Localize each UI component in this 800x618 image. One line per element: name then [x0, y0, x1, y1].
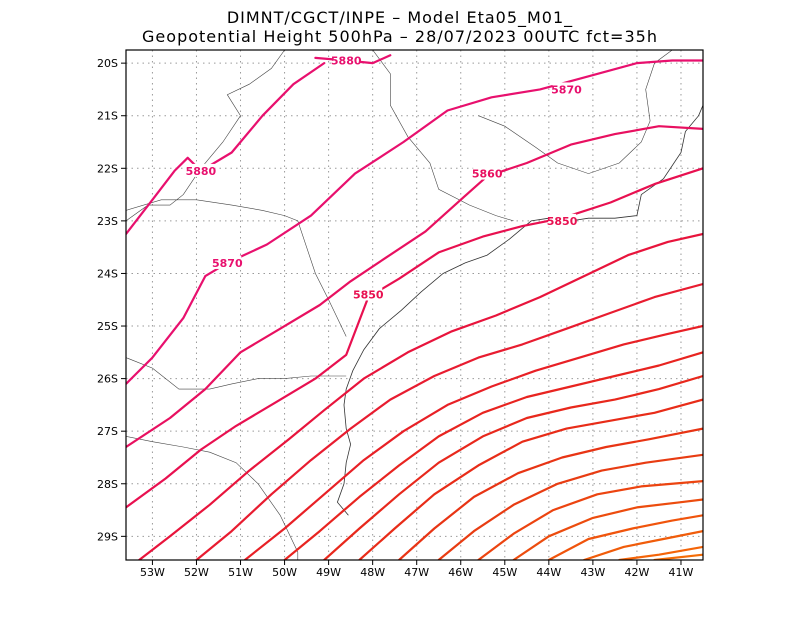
contour-5820	[243, 324, 703, 560]
contour-5770	[437, 453, 703, 560]
contour-label: 5850	[547, 215, 578, 228]
lon-tick-label: 49W	[316, 566, 341, 579]
lon-tick-label: 47W	[404, 566, 429, 579]
contour-5730	[583, 530, 703, 560]
lon-tick-label: 42W	[624, 566, 649, 579]
contour-label-bg	[473, 166, 502, 180]
lat-tick-label: 23S	[97, 215, 118, 228]
contour-label: 5870	[212, 257, 243, 270]
contour-5850	[126, 167, 703, 509]
state-border	[126, 357, 347, 390]
state-border	[478, 50, 673, 174]
lon-tick-label: 51W	[228, 566, 253, 579]
lon-tick-label: 50W	[272, 566, 297, 579]
lon-tick-label: 44W	[536, 566, 561, 579]
lat-tick-label: 29S	[97, 530, 118, 543]
lat-tick-label: 20S	[97, 57, 118, 70]
contour-5870	[126, 59, 703, 385]
state-border	[126, 50, 285, 222]
plot-frame	[125, 49, 704, 561]
contour-label-bg	[552, 82, 581, 96]
contour-5790	[358, 398, 703, 560]
geography	[126, 50, 703, 560]
contour-label: 5880	[331, 55, 362, 68]
lon-tick-label: 53W	[140, 566, 165, 579]
contour-label: 5860	[472, 168, 503, 181]
lon-tick-label: 46W	[448, 566, 473, 579]
contour-5880	[126, 62, 326, 236]
contour-5840	[138, 232, 703, 560]
state-border	[372, 50, 514, 222]
coastline	[336, 105, 703, 516]
lon-tick-label: 52W	[184, 566, 209, 579]
contour-label-bg	[354, 287, 383, 301]
contour-5750	[512, 498, 703, 560]
lat-tick-label: 28S	[97, 478, 118, 491]
title-line-1: DIMNT/CGCT/INPE – Model Eta05_M01_	[226, 8, 574, 27]
contour-5740	[547, 514, 703, 560]
contour-label: 5870	[551, 83, 582, 96]
contour-labels: 5880 5880 5870 5870 5860 5850 5850	[186, 53, 582, 301]
state-border	[126, 199, 347, 337]
contour-5760	[477, 480, 703, 560]
contour-5860	[126, 125, 703, 449]
contour-5810	[283, 351, 703, 560]
lon-tick-label: 48W	[360, 566, 385, 579]
lon-tick-label: 43W	[580, 566, 605, 579]
title-line-2: Geopotential Height 500hPa – 28/07/2023 …	[142, 27, 658, 46]
contour-label-bg	[332, 53, 361, 67]
contour-label-bg	[186, 163, 215, 177]
contour-5830	[195, 282, 703, 560]
lat-tick-label: 27S	[97, 425, 118, 438]
contour-5780	[398, 427, 703, 560]
contour-5800	[323, 374, 703, 560]
lat-tick-label: 26S	[97, 373, 118, 386]
lat-tick-label: 21S	[97, 110, 118, 123]
contour-5710	[653, 553, 703, 560]
lat-tick-label: 25S	[97, 320, 118, 333]
contour-label: 5880	[186, 165, 217, 178]
lon-tick-label: 41W	[669, 566, 694, 579]
contour-label-bg	[548, 213, 577, 227]
contour-label-bg	[213, 255, 242, 269]
lat-tick-label: 22S	[97, 162, 118, 175]
lon-tick-label: 45W	[492, 566, 517, 579]
contour-lines	[126, 54, 703, 560]
contour-5720	[618, 545, 703, 560]
lat-tick-label: 24S	[97, 267, 118, 280]
contour-label: 5850	[353, 288, 384, 301]
grid-lines	[126, 50, 703, 560]
axis-ticks: 20S 21S 22S 23S 24S 25S 26S 27S 28S 29S 53W 52W 51W 5…	[97, 57, 694, 579]
state-border	[126, 436, 299, 560]
